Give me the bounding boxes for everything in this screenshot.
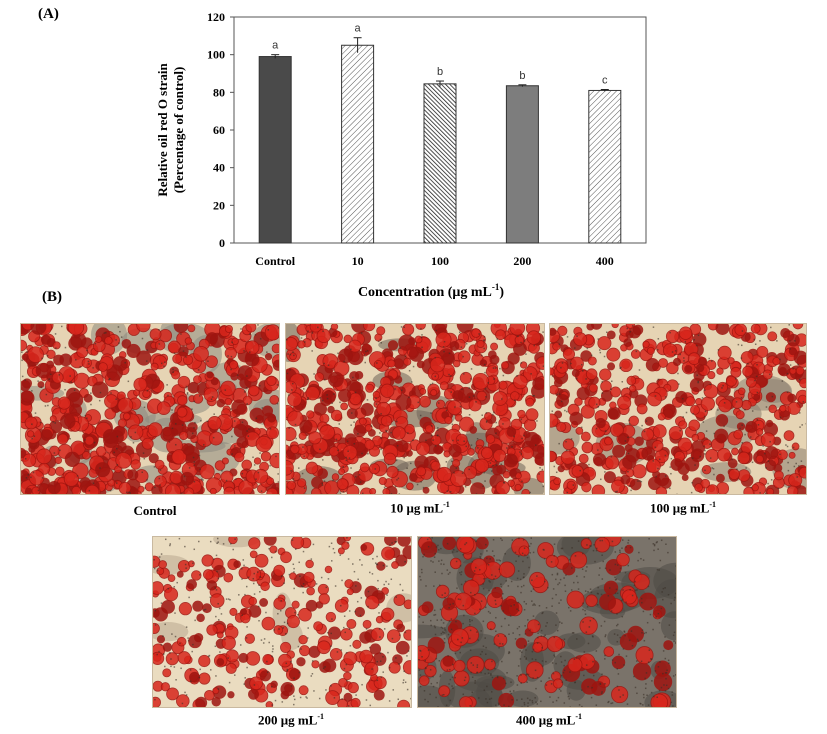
micrograph-100 — [549, 323, 807, 495]
y-tick-label: 100 — [207, 48, 225, 62]
bar-series: a a b b c — [258, 23, 622, 244]
caption-100: 100 μg mL-1 — [628, 500, 738, 516]
bar-400 — [588, 89, 622, 244]
y-tick-label: 120 — [207, 10, 225, 24]
x-tick-label: Control — [255, 254, 295, 268]
significance-label: b — [437, 66, 443, 78]
bar-control — [258, 56, 292, 244]
y-axis-label-line2: (Percentage of control) — [171, 67, 186, 194]
significance-label: a — [272, 40, 279, 52]
x-tick-label: 100 — [431, 254, 449, 268]
x-axis-label-sup: -1 — [492, 282, 500, 292]
x-tick-label: 10 — [352, 254, 364, 268]
y-axis: 0 20 40 60 80 100 120 — [207, 10, 234, 250]
caption-10-sup: -1 — [443, 500, 450, 509]
caption-200-sup: -1 — [317, 712, 325, 721]
y-tick-label: 60 — [213, 123, 225, 137]
x-axis-label-main: Concentration (μg mL — [358, 285, 492, 300]
caption-100-sup: -1 — [709, 500, 717, 509]
significance-label: b — [519, 70, 525, 82]
bar-200 — [505, 85, 539, 244]
bar-100 — [423, 83, 457, 244]
y-tick-label: 80 — [213, 85, 225, 99]
x-axis: Control 10 100 200 400 — [255, 254, 613, 268]
micrograph-control — [20, 323, 280, 495]
caption-400-sup: -1 — [575, 712, 583, 721]
caption-400: 400 μg mL-1 — [494, 712, 604, 728]
caption-10: 10 μg mL-1 — [365, 500, 475, 516]
panel-b-label: (B) — [42, 289, 62, 305]
caption-10-text: 10 μg mL — [390, 500, 444, 516]
y-axis-label-line1: Relative oil red O strain — [155, 63, 170, 197]
y-tick-label: 40 — [213, 161, 225, 175]
x-tick-label: 200 — [513, 254, 531, 268]
caption-200: 200 μg mL-1 — [236, 712, 346, 728]
caption-400-text: 400 μg mL — [515, 712, 576, 728]
x-tick-label: 400 — [596, 254, 614, 268]
micrograph-400 — [417, 536, 677, 708]
significance-label: c — [602, 75, 608, 87]
y-tick-label: 0 — [219, 236, 225, 250]
caption-control-text: Control — [133, 503, 177, 518]
micrograph-200 — [152, 536, 412, 708]
bar-chart: 0 20 40 60 80 100 120 a a b b c Control 10 100 200 400… — [155, 10, 647, 300]
caption-100-text: 100 μg mL — [649, 500, 710, 516]
significance-label: a — [355, 23, 362, 35]
caption-200-text: 200 μg mL — [257, 712, 318, 728]
x-axis-label-close: ) — [499, 285, 504, 300]
y-tick-label: 20 — [213, 198, 225, 212]
caption-control: Control — [100, 503, 210, 519]
micrograph-10 — [285, 323, 545, 495]
x-axis-label: Concentration (μg mL-1) — [358, 282, 504, 300]
bar-10 — [341, 44, 375, 244]
panel-a-label: (A) — [38, 6, 59, 22]
